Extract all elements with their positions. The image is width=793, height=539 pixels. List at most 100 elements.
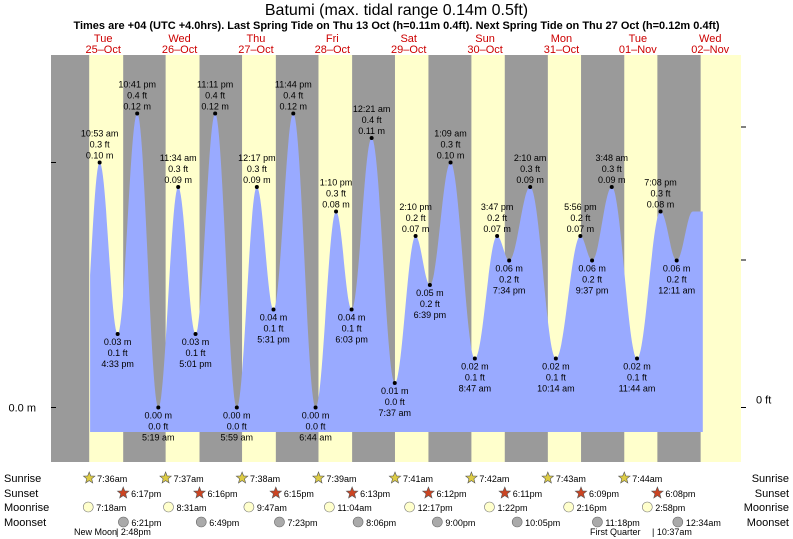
- tide-m-label: 0.06 m: [495, 264, 523, 274]
- moonrise-time: 1:22pm: [497, 503, 527, 513]
- tide-time-label: 8:47 am: [459, 384, 492, 394]
- tide-ft-label: 0.2 ft: [406, 213, 427, 223]
- moonset-time: 11:18pm: [605, 518, 639, 528]
- tide-point: [553, 356, 558, 361]
- tide-time-label: 7:08 pm: [644, 178, 677, 188]
- day-name-label: Tue: [629, 33, 648, 45]
- tide-ft-label: 0.3 ft: [441, 140, 462, 150]
- tide-point: [313, 405, 318, 410]
- tide-point: [115, 332, 120, 336]
- tide-point: [578, 234, 583, 238]
- chart-title: Batumi (max. tidal range 0.14m 0.5ft): [264, 2, 529, 19]
- moonset-icon: [592, 516, 603, 528]
- moonrise-icon: [163, 501, 174, 513]
- sunset-icon: [498, 486, 512, 499]
- moonset-icon: [352, 516, 364, 528]
- sunrise-time: 7:37am: [174, 474, 204, 484]
- day-name-label: Mon: [551, 33, 572, 45]
- tide-m-label: 0.02 m: [623, 362, 651, 372]
- tide-time-label: 4:33 pm: [101, 359, 134, 369]
- tide-time-label: 9:37 pm: [576, 286, 609, 296]
- tide-time-label: 12:11 am: [658, 286, 695, 296]
- sunset-icon: [421, 486, 435, 499]
- sunrise-time: 7:43am: [556, 474, 586, 484]
- tide-time-label: 10:14 am: [537, 384, 575, 394]
- tide-m-label: 0.03 m: [104, 337, 132, 347]
- tide-time-label: 5:01 pm: [179, 359, 212, 369]
- tide-ft-label: 0.4 ft: [362, 115, 383, 125]
- tide-m-label: 0.04 m: [338, 313, 366, 323]
- day-date-label: 27–Oct: [238, 44, 273, 56]
- tide-point: [135, 111, 140, 116]
- tide-time-label: 3:47 pm: [481, 202, 514, 212]
- moon-phase-label: New Moon: [74, 527, 117, 537]
- tide-ft-label: 0.3 ft: [326, 189, 347, 199]
- tide-ft-label: 0.2 ft: [570, 213, 591, 223]
- moonset-time: 7:23pm: [287, 518, 317, 528]
- tide-time-label: 2:10 pm: [399, 202, 432, 212]
- tide-point: [635, 356, 640, 361]
- moonrise-icon: [243, 501, 255, 513]
- moonrise-time: 8:31am: [176, 503, 206, 513]
- tide-ft-label: 0.1 ft: [186, 348, 207, 358]
- tide-m-label: 0.00 m: [302, 411, 330, 421]
- tide-point: [349, 307, 354, 312]
- tide-time-label: 6:03 pm: [335, 335, 368, 345]
- moonrise-icon: [324, 501, 335, 513]
- tide-m-label: 0.12 m: [201, 102, 229, 112]
- tide-ft-label: 0.2 ft: [420, 299, 441, 309]
- sunrise-time: 7:39am: [326, 474, 356, 484]
- tide-point: [369, 136, 374, 140]
- moonrise-time: 11:04am: [337, 503, 371, 513]
- tide-m-label: 0.12 m: [280, 102, 308, 112]
- moonrise-icon: [641, 501, 653, 513]
- tide-time-label: 11:44 pm: [275, 80, 312, 90]
- tide-time-label: 6:39 pm: [414, 310, 447, 320]
- tide-time-label: 12:21 am: [353, 104, 391, 114]
- sunset-icon: [345, 486, 359, 499]
- tide-m-label: 0.09 m: [516, 175, 544, 185]
- sunset-time: 6:15pm: [284, 489, 314, 499]
- day-date-label: 31–Oct: [544, 44, 579, 56]
- tide-m-label: 0.03 m: [182, 337, 210, 347]
- row-label-right-sunrise: Sunrise: [752, 473, 789, 485]
- tide-m-label: 0.02 m: [461, 362, 489, 372]
- tide-point: [193, 332, 198, 336]
- daylight-band: [700, 55, 741, 462]
- sunrise-time: 7:44am: [632, 474, 662, 484]
- tide-time-label: 6:44 am: [299, 433, 332, 443]
- tide-ft-label: 0.4 ft: [283, 91, 304, 101]
- day-date-label: 25–Oct: [85, 44, 120, 56]
- tide-point: [254, 185, 259, 189]
- sunrise-icon: [312, 471, 325, 484]
- sunrise-time: 7:36am: [97, 474, 127, 484]
- tide-ft-label: 0.1 ft: [108, 348, 129, 358]
- tide-m-label: 0.08 m: [322, 200, 350, 210]
- moonrise-icon: [563, 501, 574, 513]
- day-date-label: 02–Nov: [691, 44, 729, 56]
- tide-m-label: 0.12 m: [123, 102, 151, 112]
- tide-m-label: 0.07 m: [567, 224, 595, 234]
- sunset-icon: [650, 486, 664, 499]
- tide-point: [156, 405, 161, 410]
- moon-phase-time: | 10:37am: [652, 527, 692, 537]
- sunrise-time: 7:42am: [479, 474, 509, 484]
- tide-m-label: 0.05 m: [416, 288, 444, 298]
- tide-point: [271, 307, 276, 312]
- day-name-label: Sat: [400, 33, 417, 45]
- moonset-time: 6:49pm: [209, 518, 239, 528]
- moonset-icon: [195, 516, 207, 528]
- tide-ft-label: 0.3 ft: [247, 164, 268, 174]
- tide-ft-label: 0.0 ft: [227, 422, 248, 432]
- moonrise-time: 12:17pm: [418, 503, 453, 513]
- tide-point: [448, 160, 453, 165]
- tide-time-label: 11:11 pm: [197, 80, 233, 90]
- moonset-time: 6:21pm: [131, 518, 161, 528]
- day-date-label: 26–Oct: [162, 44, 197, 56]
- sunset-time: 6:13pm: [360, 489, 390, 499]
- tide-ft-label: 0.2 ft: [582, 275, 603, 285]
- tide-m-label: 0.07 m: [402, 224, 430, 234]
- day-date-label: 01–Nov: [619, 44, 657, 56]
- tide-m-label: 0.09 m: [164, 175, 192, 185]
